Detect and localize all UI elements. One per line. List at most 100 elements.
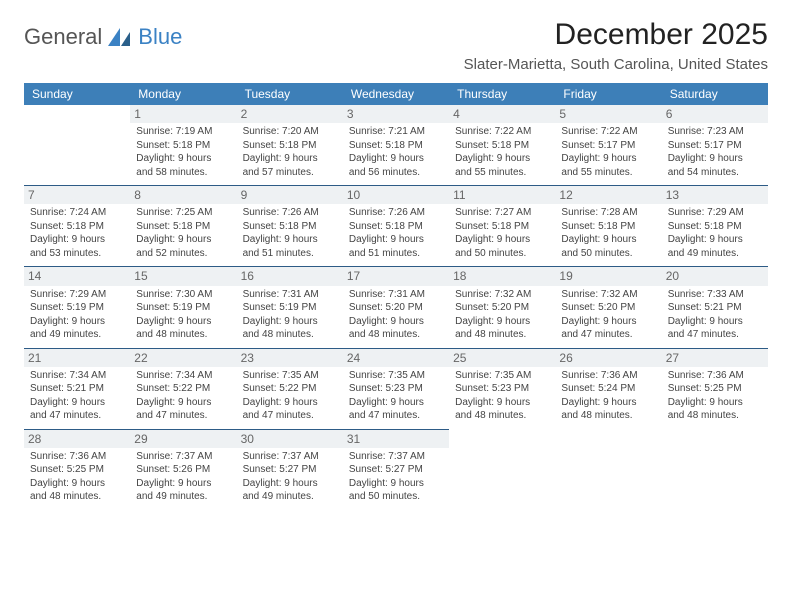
logo-sail-icon xyxy=(106,26,134,48)
daylight-line: Daylight: 9 hours and 49 minutes. xyxy=(30,315,124,342)
sunset-line: Sunset: 5:19 PM xyxy=(30,301,124,315)
calendar-day-cell: 29Sunrise: 7:37 AMSunset: 5:26 PMDayligh… xyxy=(130,429,236,510)
day-number: 18 xyxy=(449,267,555,285)
calendar-day-cell: 7Sunrise: 7:24 AMSunset: 5:18 PMDaylight… xyxy=(24,186,130,267)
day-number: 3 xyxy=(343,105,449,123)
day-details: Sunrise: 7:19 AMSunset: 5:18 PMDaylight:… xyxy=(136,125,230,179)
day-details: Sunrise: 7:26 AMSunset: 5:18 PMDaylight:… xyxy=(349,206,443,260)
day-details: Sunrise: 7:35 AMSunset: 5:23 PMDaylight:… xyxy=(349,369,443,423)
day-number: 19 xyxy=(555,267,661,285)
day-header: Monday xyxy=(130,83,236,105)
day-details: Sunrise: 7:26 AMSunset: 5:18 PMDaylight:… xyxy=(243,206,337,260)
calendar-day-cell: 12Sunrise: 7:28 AMSunset: 5:18 PMDayligh… xyxy=(555,186,661,267)
daylight-line: Daylight: 9 hours and 54 minutes. xyxy=(668,152,762,179)
day-details: Sunrise: 7:23 AMSunset: 5:17 PMDaylight:… xyxy=(668,125,762,179)
calendar-day-cell: 6 Sunrise: 7:23 AMSunset: 5:17 PMDaylight… xyxy=(662,105,768,186)
calendar-day-cell: 22 Sunrise: 7:34 AMSunset: 5:22 PMDayligh… xyxy=(130,348,236,429)
day-header: Sunday xyxy=(24,83,130,105)
sunset-line: Sunset: 5:25 PM xyxy=(30,463,124,477)
day-number: 23 xyxy=(237,349,343,367)
logo-word2: Blue xyxy=(138,24,182,50)
daylight-line: Daylight: 9 hours and 47 minutes. xyxy=(349,396,443,423)
daylight-line: Daylight: 9 hours and 49 minutes. xyxy=(136,477,230,504)
sunrise-line: Sunrise: 7:29 AM xyxy=(30,288,124,302)
day-number: 24 xyxy=(343,349,449,367)
day-details: Sunrise: 7:22 AMSunset: 5:18 PMDaylight:… xyxy=(455,125,549,179)
calendar-day-cell: 21Sunrise: 7:34 AMSunset: 5:21 PMDayligh… xyxy=(24,348,130,429)
sunrise-line: Sunrise: 7:35 AM xyxy=(243,369,337,383)
sunset-line: Sunset: 5:18 PM xyxy=(561,220,655,234)
sunset-line: Sunset: 5:22 PM xyxy=(136,382,230,396)
day-number: 11 xyxy=(449,186,555,204)
calendar-day-cell: 30Sunrise: 7:37 AMSunset: 5:27 PMDayligh… xyxy=(237,429,343,510)
sunrise-line: Sunrise: 7:27 AM xyxy=(455,206,549,220)
day-details: Sunrise: 7:21 AMSunset: 5:18 PMDaylight:… xyxy=(349,125,443,179)
header: General Blue December 2025 Slater-Mariet… xyxy=(24,18,768,73)
day-details: Sunrise: 7:34 AMSunset: 5:22 PMDaylight:… xyxy=(136,369,230,423)
sunrise-line: Sunrise: 7:30 AM xyxy=(136,288,230,302)
day-number: 20 xyxy=(662,267,768,285)
day-number: 8 xyxy=(130,186,236,204)
sunrise-line: Sunrise: 7:36 AM xyxy=(30,450,124,464)
daylight-line: Daylight: 9 hours and 56 minutes. xyxy=(349,152,443,179)
daylight-line: Daylight: 9 hours and 48 minutes. xyxy=(30,477,124,504)
sunset-line: Sunset: 5:18 PM xyxy=(349,139,443,153)
sunset-line: Sunset: 5:21 PM xyxy=(30,382,124,396)
calendar-day-cell: 4 Sunrise: 7:22 AMSunset: 5:18 PMDaylight… xyxy=(449,105,555,186)
day-header: Thursday xyxy=(449,83,555,105)
calendar-week-row: .1Sunrise: 7:19 AMSunset: 5:18 PMDayligh… xyxy=(24,105,768,186)
day-number: 4 xyxy=(449,105,555,123)
day-details: Sunrise: 7:32 AMSunset: 5:20 PMDaylight:… xyxy=(561,288,655,342)
day-details: Sunrise: 7:36 AMSunset: 5:25 PMDaylight:… xyxy=(668,369,762,423)
day-number: 15 xyxy=(130,267,236,285)
calendar-table: SundayMondayTuesdayWednesdayThursdayFrid… xyxy=(24,83,768,510)
day-number: 17 xyxy=(343,267,449,285)
calendar-day-cell: 23 Sunrise: 7:35 AMSunset: 5:22 PMDayligh… xyxy=(237,348,343,429)
day-details: Sunrise: 7:36 AMSunset: 5:24 PMDaylight:… xyxy=(561,369,655,423)
day-details: Sunrise: 7:33 AMSunset: 5:21 PMDaylight:… xyxy=(668,288,762,342)
day-details: Sunrise: 7:22 AMSunset: 5:17 PMDaylight:… xyxy=(561,125,655,179)
sunrise-line: Sunrise: 7:32 AM xyxy=(561,288,655,302)
daylight-line: Daylight: 9 hours and 55 minutes. xyxy=(561,152,655,179)
calendar-day-cell: 10Sunrise: 7:26 AMSunset: 5:18 PMDayligh… xyxy=(343,186,449,267)
daylight-line: Daylight: 9 hours and 48 minutes. xyxy=(243,315,337,342)
calendar-day-cell: 11Sunrise: 7:27 AMSunset: 5:18 PMDayligh… xyxy=(449,186,555,267)
sunset-line: Sunset: 5:18 PM xyxy=(136,139,230,153)
day-number: 13 xyxy=(662,186,768,204)
day-number: 21 xyxy=(24,349,130,367)
day-number: 12 xyxy=(555,186,661,204)
day-number: 6 xyxy=(662,105,768,123)
sunrise-line: Sunrise: 7:29 AM xyxy=(668,206,762,220)
daylight-line: Daylight: 9 hours and 57 minutes. xyxy=(243,152,337,179)
sunset-line: Sunset: 5:21 PM xyxy=(668,301,762,315)
day-header-row: SundayMondayTuesdayWednesdayThursdayFrid… xyxy=(24,83,768,105)
day-number: 16 xyxy=(237,267,343,285)
sunrise-line: Sunrise: 7:25 AM xyxy=(136,206,230,220)
sunset-line: Sunset: 5:17 PM xyxy=(668,139,762,153)
sunrise-line: Sunrise: 7:28 AM xyxy=(561,206,655,220)
sunrise-line: Sunrise: 7:34 AM xyxy=(136,369,230,383)
sunrise-line: Sunrise: 7:31 AM xyxy=(349,288,443,302)
sunrise-line: Sunrise: 7:22 AM xyxy=(455,125,549,139)
daylight-line: Daylight: 9 hours and 48 minutes. xyxy=(349,315,443,342)
calendar-day-cell: 31Sunrise: 7:37 AMSunset: 5:27 PMDayligh… xyxy=(343,429,449,510)
calendar-day-cell: 24 Sunrise: 7:35 AMSunset: 5:23 PMDayligh… xyxy=(343,348,449,429)
sunset-line: Sunset: 5:18 PM xyxy=(455,139,549,153)
sunrise-line: Sunrise: 7:33 AM xyxy=(668,288,762,302)
sunset-line: Sunset: 5:20 PM xyxy=(455,301,549,315)
day-details: Sunrise: 7:35 AMSunset: 5:22 PMDaylight:… xyxy=(243,369,337,423)
day-number: 22 xyxy=(130,349,236,367)
day-details: Sunrise: 7:29 AMSunset: 5:19 PMDaylight:… xyxy=(30,288,124,342)
logo: General Blue xyxy=(24,24,182,50)
day-number: 14 xyxy=(24,267,130,285)
calendar-day-cell: 3 Sunrise: 7:21 AMSunset: 5:18 PMDaylight… xyxy=(343,105,449,186)
day-number: 9 xyxy=(237,186,343,204)
sunrise-line: Sunrise: 7:24 AM xyxy=(30,206,124,220)
day-number: 28 xyxy=(24,430,130,448)
sunrise-line: Sunrise: 7:36 AM xyxy=(668,369,762,383)
sunrise-line: Sunrise: 7:21 AM xyxy=(349,125,443,139)
sunset-line: Sunset: 5:18 PM xyxy=(349,220,443,234)
calendar-day-cell: 14 Sunrise: 7:29 AMSunset: 5:19 PMDayligh… xyxy=(24,267,130,348)
day-number: 27 xyxy=(662,349,768,367)
daylight-line: Daylight: 9 hours and 49 minutes. xyxy=(243,477,337,504)
